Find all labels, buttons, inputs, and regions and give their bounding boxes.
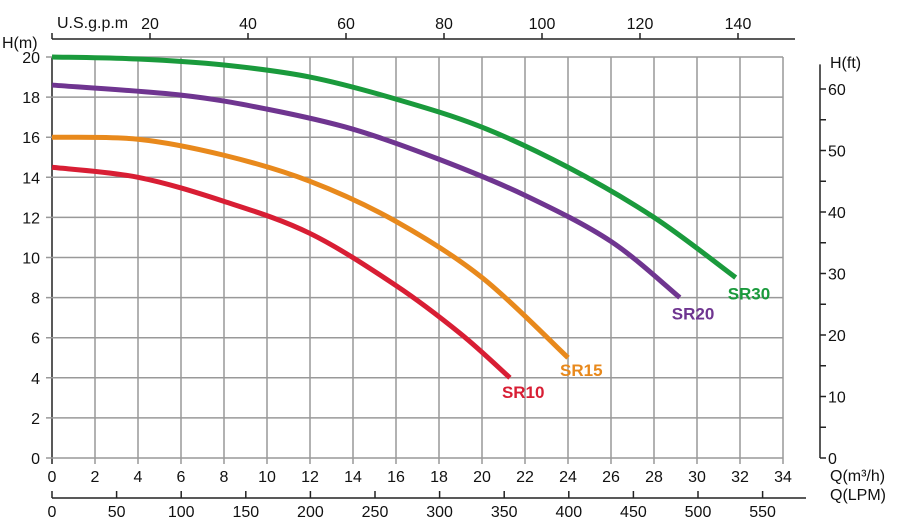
- lpm-axis-label: Q(LPM): [830, 487, 886, 504]
- series-label-sr10: SR10: [502, 383, 545, 402]
- x-tick-label: 18: [430, 469, 448, 486]
- top-tick-label: 60: [337, 16, 355, 33]
- series-label-sr15: SR15: [560, 361, 603, 380]
- x-tick-label: 20: [473, 469, 491, 486]
- lpm-tick-label: 550: [749, 504, 776, 521]
- lpm-tick-label: 0: [48, 504, 57, 521]
- right-tick-label: 50: [828, 144, 846, 161]
- lpm-tick-label: 50: [108, 504, 126, 521]
- x-axis-label: Q(m³/h): [830, 468, 885, 485]
- lpm-tick-label: 100: [168, 504, 195, 521]
- y-tick-label: 14: [22, 170, 40, 187]
- right-tick-label: 30: [828, 267, 846, 284]
- x-tick-label: 6: [177, 469, 186, 486]
- x-tick-label: 4: [134, 469, 143, 486]
- series-line-sr10: [51, 164, 512, 380]
- y-tick-label: 4: [31, 371, 40, 388]
- y-axis-label: H(m): [2, 35, 38, 52]
- right-tick-label: 0: [828, 451, 837, 468]
- x-tick-label: 10: [258, 469, 276, 486]
- series-label-sr30: SR30: [728, 285, 771, 304]
- x-tick-label: 22: [516, 469, 534, 486]
- y-tick-label: 6: [31, 331, 40, 348]
- series-group: SR30 SR20 SR15 SR10: [51, 54, 771, 402]
- x-tick-label: 26: [602, 469, 620, 486]
- lpm-tick-label: 250: [362, 504, 389, 521]
- x-tick-label: 14: [344, 469, 362, 486]
- right-tick-label: 60: [828, 82, 846, 99]
- lpm-tick-label: 300: [426, 504, 453, 521]
- y-tick-label: 18: [22, 90, 40, 107]
- x-tick-label: 0: [48, 469, 57, 486]
- lpm-tick-label: 350: [491, 504, 518, 521]
- top-axis-label: U.S.g.p.m: [57, 15, 128, 32]
- top-tick-label: 120: [627, 16, 654, 33]
- y-tick-label: 12: [22, 210, 40, 227]
- y-tick-label: 8: [31, 291, 40, 308]
- lpm-tick-label: 500: [685, 504, 712, 521]
- right-tick-label: 20: [828, 328, 846, 345]
- series-label-sr20: SR20: [672, 305, 715, 324]
- lpm-tick-label: 200: [297, 504, 324, 521]
- grid: [46, 56, 784, 464]
- x-tick-label: 8: [220, 469, 229, 486]
- right-axis-label: H(ft): [830, 55, 861, 72]
- x-tick-label: 12: [301, 469, 319, 486]
- x-tick-label: 32: [731, 469, 749, 486]
- lpm-tick-label: 150: [232, 504, 259, 521]
- y-tick-label: 0: [31, 451, 40, 468]
- x-tick-label: 24: [559, 469, 577, 486]
- top-tick-label: 100: [529, 16, 556, 33]
- axes: 0 2 4 6 8 10 12 14 16 18 20 22 24 26 28 30 32 34024681012…: [22, 16, 846, 521]
- lpm-tick-label: 450: [620, 504, 647, 521]
- top-tick-label: 80: [435, 16, 453, 33]
- top-tick-label: 20: [141, 16, 159, 33]
- series-line-sr15: [51, 134, 570, 360]
- x-tick-label: 16: [387, 469, 405, 486]
- y-tick-label: 2: [31, 411, 40, 428]
- y-tick-label: 20: [22, 50, 40, 67]
- y-tick-label: 10: [22, 251, 40, 268]
- series-line-sr20: [51, 82, 682, 300]
- top-tick-label: 40: [239, 16, 257, 33]
- top-tick-label: 140: [725, 16, 752, 33]
- x-tick-label: 2: [91, 469, 100, 486]
- right-tick-label: 40: [828, 205, 846, 222]
- x-tick-label: 30: [688, 469, 706, 486]
- lpm-tick-label: 400: [555, 504, 582, 521]
- x-tick-label: 28: [645, 469, 663, 486]
- right-tick-label: 10: [828, 390, 846, 407]
- y-tick-label: 16: [22, 130, 40, 147]
- series-line-sr30: [51, 54, 738, 280]
- x-tick-label: 34: [774, 469, 792, 486]
